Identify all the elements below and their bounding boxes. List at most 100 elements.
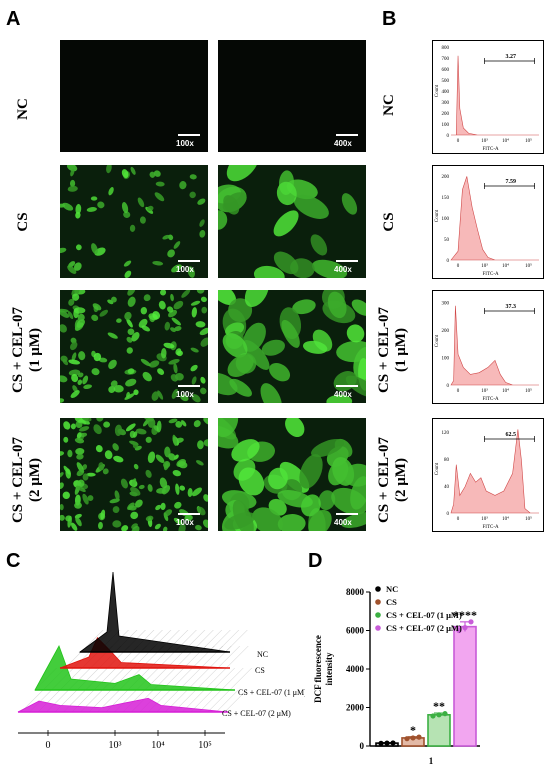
histogram-area <box>450 176 539 261</box>
x-tick-label: 10⁵ <box>525 388 532 394</box>
row-label-cs-cel07-2: CS + CEL-07 (2 μM) <box>10 436 43 524</box>
row-label-b-cs-cel07-1: CS + CEL-07 (1 μM) <box>376 306 409 394</box>
legend-marker <box>375 625 381 631</box>
y-tick-label: 0 <box>447 134 450 139</box>
gate-value: 3.27 <box>506 54 517 60</box>
y-axis-label: Count <box>435 334 440 347</box>
overlay-series-label: CS + CEL-07 (2 μM) <box>222 709 291 718</box>
data-point <box>442 711 448 717</box>
x-tick-label: 10⁴ <box>502 263 509 269</box>
bar-2 <box>427 714 451 747</box>
y-tick-label: 500 <box>442 79 450 84</box>
overlay-histogram: CS + CEL-07 (2 μM) CS + CEL-07 (1 μM) CS NC… <box>17 571 305 751</box>
data-point <box>390 740 396 746</box>
y-tick-label: 100 <box>442 123 450 128</box>
x-axis-label: FITC-A <box>483 397 500 402</box>
histogram-area <box>451 55 539 136</box>
magnification-label: 100x <box>176 518 194 527</box>
data-point <box>416 734 422 740</box>
y-tick-label: 200 <box>442 112 450 117</box>
y-tick-label: 0 <box>447 384 450 389</box>
legend-marker <box>375 599 381 605</box>
panel-letter-d: D <box>308 550 323 572</box>
y-tick-label: 0 <box>360 741 365 751</box>
y-tick-label: 100 <box>442 217 450 222</box>
magnification-label: 400x <box>334 139 352 148</box>
scale-bar <box>178 260 200 262</box>
micrograph-image <box>218 40 366 152</box>
magnification-label: 100x <box>176 390 194 399</box>
gate-value: 7.59 <box>506 179 517 185</box>
micrograph-r2-c1: 400x <box>218 290 366 403</box>
flow-plot-3: 0 40 80 120 Count 62.5 0 10³ 10⁴ 10⁵ FITC-A <box>432 418 544 532</box>
x-tick-label: 10³ <box>481 138 488 144</box>
x-tick-label: 0 <box>457 389 460 394</box>
micrograph-r0-c0: 100x <box>60 40 208 152</box>
significance-marker: ** <box>433 699 445 713</box>
micrograph-image <box>218 290 366 403</box>
micrograph-r2-c0: 100x <box>60 290 208 403</box>
x-axis-label: FITC-A <box>483 147 500 152</box>
y-axis-label: Count <box>435 462 440 475</box>
y-tick-label: 700 <box>442 57 450 62</box>
y-tick-label: 800 <box>442 46 450 51</box>
y-tick-label: 2000 <box>346 703 365 713</box>
scale-bar <box>336 134 358 136</box>
x-tick-label: 0 <box>457 139 460 144</box>
x-tick-label: 10⁵ <box>525 516 532 522</box>
legend-label: CS + CEL-07 (1 μM) <box>386 610 462 620</box>
magnification-label: 400x <box>334 390 352 399</box>
magnification-label: 100x <box>176 139 194 148</box>
data-point <box>468 619 474 625</box>
overlay-series-label: NC <box>257 650 268 659</box>
data-point <box>462 625 468 631</box>
significance-marker: **** <box>453 608 477 622</box>
data-point <box>378 740 384 746</box>
row-label-nc: NC <box>15 98 31 120</box>
micrograph-image <box>60 418 208 531</box>
micrograph-r1-c1: 400x <box>218 165 366 278</box>
y-tick-label: 6000 <box>346 626 365 636</box>
flow-plot-2: 0 100 200 300 Count 37.3 0 10³ 10⁴ 10⁵ FITC-A <box>432 290 544 404</box>
x-tick-label: 10⁵ <box>525 138 532 144</box>
y-tick-label: 120 <box>442 431 450 436</box>
overlay-x-tick: 10³ <box>109 740 122 751</box>
y-axis-label: Count <box>435 84 440 97</box>
bar-chart: 0 2000 4000 6000 8000 DCF fluorescenceintensi… <box>313 584 480 766</box>
overlay-x-tick: 10⁵ <box>198 740 212 751</box>
x-tick-label: 10³ <box>481 263 488 269</box>
x-axis-label: FITC-A <box>483 525 500 530</box>
y-tick-label: 600 <box>442 68 450 73</box>
data-point <box>436 712 442 718</box>
x-tick-label: 10³ <box>481 516 488 522</box>
flow-plot-1: 0 50 100 150 200 Count 7.59 0 10³ 10⁴ 10⁵ FITC-A <box>432 165 544 279</box>
micrograph-image <box>60 40 208 152</box>
y-tick-label: 40 <box>444 485 450 490</box>
y-tick-label: 400 <box>442 90 450 95</box>
x-tick-label: 10⁵ <box>525 263 532 269</box>
y-axis-label: Count <box>435 209 440 222</box>
y-axis-label: DCF fluorescenceintensity <box>313 635 334 703</box>
y-tick-label: 80 <box>444 458 450 463</box>
micrograph-image <box>218 165 366 278</box>
magnification-label: 400x <box>334 518 352 527</box>
data-point <box>404 736 410 742</box>
panel-letter-a: A <box>6 8 21 30</box>
micrograph-r1-c0: 100x <box>60 165 208 278</box>
y-tick-label: 50 <box>444 238 450 243</box>
gate-value: 37.3 <box>506 304 517 310</box>
significance-marker: * <box>410 723 416 737</box>
overlay-x-tick: 10⁴ <box>151 740 165 751</box>
y-tick-label: 0 <box>447 512 450 517</box>
overlay-series-label: CS <box>255 666 265 675</box>
legend-label: CS + CEL-07 (2 μM) <box>386 623 462 633</box>
micrograph-image <box>60 165 208 278</box>
micrograph-r0-c1: 400x <box>218 40 366 152</box>
scale-bar <box>336 260 358 262</box>
data-point <box>456 627 462 634</box>
scale-bar <box>336 513 358 515</box>
magnification-label: 400x <box>334 265 352 274</box>
y-tick-label: 200 <box>442 329 450 334</box>
scale-bar <box>178 385 200 387</box>
row-label-cs-cel07-1: CS + CEL-07 (1 μM) <box>10 306 43 394</box>
